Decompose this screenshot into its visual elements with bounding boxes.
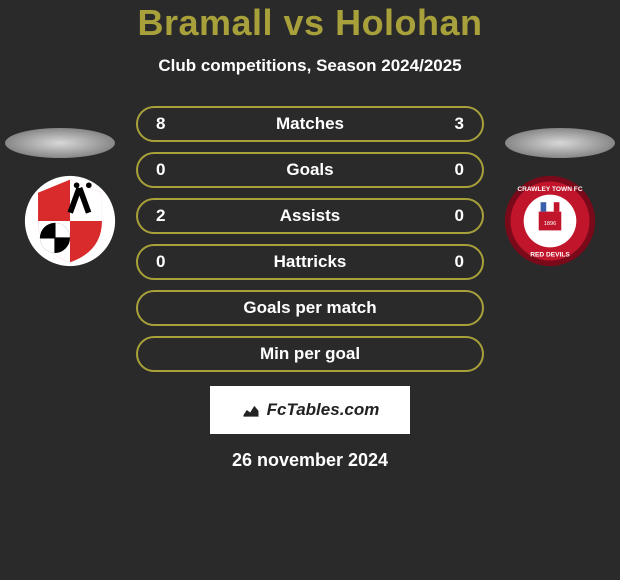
infographic-container: Bramall vs Holohan Club competitions, Se… <box>0 0 620 580</box>
spotlight-right <box>505 128 615 158</box>
svg-text:RED DEVILS: RED DEVILS <box>530 252 570 259</box>
club-badge-left <box>23 174 117 268</box>
infographic-date: 26 november 2024 <box>0 450 620 471</box>
stat-right-value: 0 <box>424 160 464 180</box>
stat-left-value: 8 <box>156 114 196 134</box>
fctables-label: FcTables.com <box>267 400 380 420</box>
stat-left-value: 0 <box>156 160 196 180</box>
stat-right-value: 0 <box>424 252 464 272</box>
stat-label: Goals per match <box>196 298 424 318</box>
stat-label: Min per goal <box>196 344 424 364</box>
stat-row-goals-per-match: Goals per match <box>136 290 484 326</box>
page-title: Bramall vs Holohan <box>0 2 620 44</box>
club-badge-right: CRAWLEY TOWN FC RED DEVILS 1896 <box>503 174 597 268</box>
stat-row-matches: 8 Matches 3 <box>136 106 484 142</box>
stat-label: Hattricks <box>196 252 424 272</box>
stat-row-goals: 0 Goals 0 <box>136 152 484 188</box>
stat-row-min-per-goal: Min per goal <box>136 336 484 372</box>
stat-label: Assists <box>196 206 424 226</box>
stat-row-hattricks: 0 Hattricks 0 <box>136 244 484 280</box>
stat-label: Goals <box>196 160 424 180</box>
season-subtitle: Club competitions, Season 2024/2025 <box>0 56 620 76</box>
stats-table: 8 Matches 3 0 Goals 0 2 Assists 0 0 Hatt… <box>136 106 484 372</box>
stat-label: Matches <box>196 114 424 134</box>
stat-left-value: 0 <box>156 252 196 272</box>
stat-left-value: 2 <box>156 206 196 226</box>
stat-row-assists: 2 Assists 0 <box>136 198 484 234</box>
fctables-icon <box>241 400 261 420</box>
svg-text:1896: 1896 <box>544 221 557 227</box>
fctables-watermark: FcTables.com <box>210 386 410 434</box>
spotlight-left <box>5 128 115 158</box>
stat-right-value: 3 <box>424 114 464 134</box>
svg-text:CRAWLEY TOWN FC: CRAWLEY TOWN FC <box>517 186 582 193</box>
stat-right-value: 0 <box>424 206 464 226</box>
